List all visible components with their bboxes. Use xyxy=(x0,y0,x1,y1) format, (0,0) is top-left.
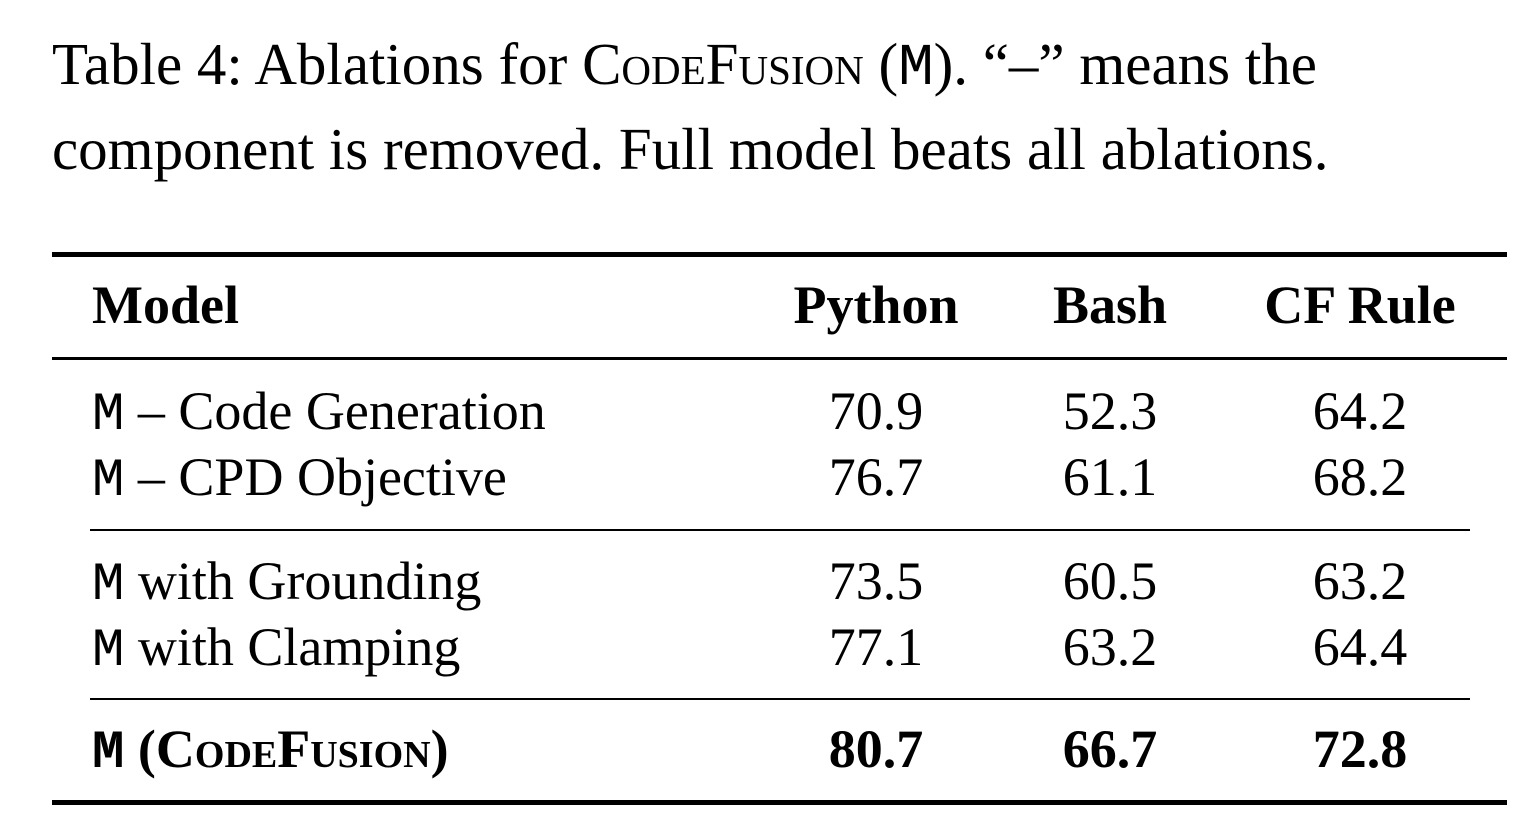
caption-model-symbol: (M). xyxy=(878,31,968,102)
caption-text-after: “–” means the xyxy=(982,31,1317,97)
table-row: M – Code Generation 70.9 52.3 64.2 xyxy=(0,378,1527,446)
cell-bash: 60.5 xyxy=(1062,551,1158,611)
header-rule xyxy=(52,357,1507,360)
model-symbol: M xyxy=(92,555,125,616)
model-symbol: M xyxy=(92,621,125,682)
header-model: Model xyxy=(92,275,239,335)
group-rule-2 xyxy=(90,698,1470,700)
paren-close: ) xyxy=(430,719,449,779)
table-header-row: Model Python Bash CF Rule xyxy=(0,272,1527,338)
model-name: CodeFusion xyxy=(155,719,431,779)
row-label: – CPD Objective xyxy=(124,447,507,507)
top-rule xyxy=(52,252,1507,257)
cell-cf-rule: 64.2 xyxy=(1312,381,1408,441)
caption-label: Table 4: xyxy=(52,31,243,97)
table-row: M with Grounding 73.5 60.5 63.2 xyxy=(0,548,1527,616)
cell-python: 77.1 xyxy=(828,617,924,677)
caption-model-name: CodeFusion xyxy=(582,31,864,97)
row-model: M (CodeFusion) xyxy=(92,716,449,787)
row-label: – Code Generation xyxy=(124,381,546,441)
cell-cf-rule: 72.8 xyxy=(1312,719,1408,779)
table-caption: Table 4: Ablations for CodeFusion (M). “… xyxy=(52,24,1512,189)
caption-line-2: component is removed. Full model beats a… xyxy=(52,116,1329,182)
model-symbol: M xyxy=(92,451,125,512)
cell-cf-rule: 68.2 xyxy=(1312,447,1408,507)
cell-python: 80.7 xyxy=(828,719,924,779)
cell-cf-rule: 63.2 xyxy=(1312,551,1408,611)
table-row-final: M (CodeFusion) 80.7 66.7 72.8 xyxy=(0,716,1527,784)
table-row: M – CPD Objective 76.7 61.1 68.2 xyxy=(0,444,1527,512)
header-bash: Bash xyxy=(1052,275,1168,335)
cell-bash: 63.2 xyxy=(1062,617,1158,677)
table-row: M with Clamping 77.1 63.2 64.4 xyxy=(0,614,1527,682)
cell-bash: 61.1 xyxy=(1062,447,1158,507)
bottom-rule xyxy=(52,800,1507,805)
paren-open: ( xyxy=(124,719,156,779)
header-python: Python xyxy=(793,275,959,335)
row-label: with Grounding xyxy=(124,551,482,611)
row-model: M – CPD Objective xyxy=(92,444,507,515)
group-rule-1 xyxy=(90,529,1470,531)
cell-bash: 52.3 xyxy=(1062,381,1158,441)
model-symbol: M xyxy=(92,385,125,446)
header-cf-rule: CF Rule xyxy=(1264,275,1456,335)
row-model: M with Grounding xyxy=(92,548,481,619)
cell-cf-rule: 64.4 xyxy=(1312,617,1408,677)
model-symbol: M xyxy=(92,723,125,784)
row-model: M with Clamping xyxy=(92,614,460,685)
row-label: with Clamping xyxy=(124,617,461,677)
cell-python: 76.7 xyxy=(828,447,924,507)
row-model: M – Code Generation xyxy=(92,378,546,449)
caption-text-before: Ablations for xyxy=(254,31,568,97)
cell-python: 73.5 xyxy=(828,551,924,611)
cell-bash: 66.7 xyxy=(1062,719,1158,779)
cell-python: 70.9 xyxy=(828,381,924,441)
